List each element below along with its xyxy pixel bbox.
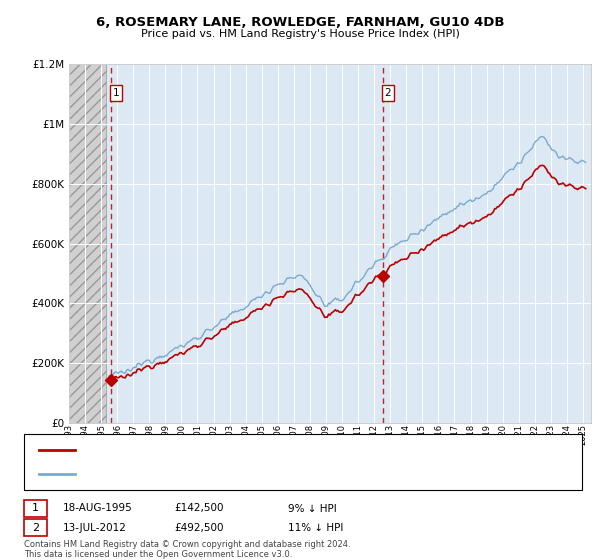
Text: 6, ROSEMARY LANE, ROWLEDGE, FARNHAM, GU10 4DB (detached house): 6, ROSEMARY LANE, ROWLEDGE, FARNHAM, GU1… [81,445,440,455]
Text: 2: 2 [385,88,391,98]
Text: £142,500: £142,500 [174,503,223,514]
Text: 11% ↓ HPI: 11% ↓ HPI [288,522,343,533]
Text: £492,500: £492,500 [174,522,223,533]
Bar [69,64,106,423]
Text: 9% ↓ HPI: 9% ↓ HPI [288,503,337,514]
Text: 1: 1 [113,88,119,98]
Text: 1: 1 [32,503,39,514]
Text: 2: 2 [32,522,39,533]
Text: 13-JUL-2012: 13-JUL-2012 [63,522,127,533]
Text: 6, ROSEMARY LANE, ROWLEDGE, FARNHAM, GU10 4DB: 6, ROSEMARY LANE, ROWLEDGE, FARNHAM, GU1… [96,16,504,29]
Text: Contains HM Land Registry data © Crown copyright and database right 2024.: Contains HM Land Registry data © Crown c… [24,540,350,549]
Text: This data is licensed under the Open Government Licence v3.0.: This data is licensed under the Open Gov… [24,550,292,559]
Text: Price paid vs. HM Land Registry's House Price Index (HPI): Price paid vs. HM Land Registry's House … [140,29,460,39]
Text: 18-AUG-1995: 18-AUG-1995 [63,503,133,514]
Text: HPI: Average price, detached house, Waverley: HPI: Average price, detached house, Wave… [81,469,307,479]
